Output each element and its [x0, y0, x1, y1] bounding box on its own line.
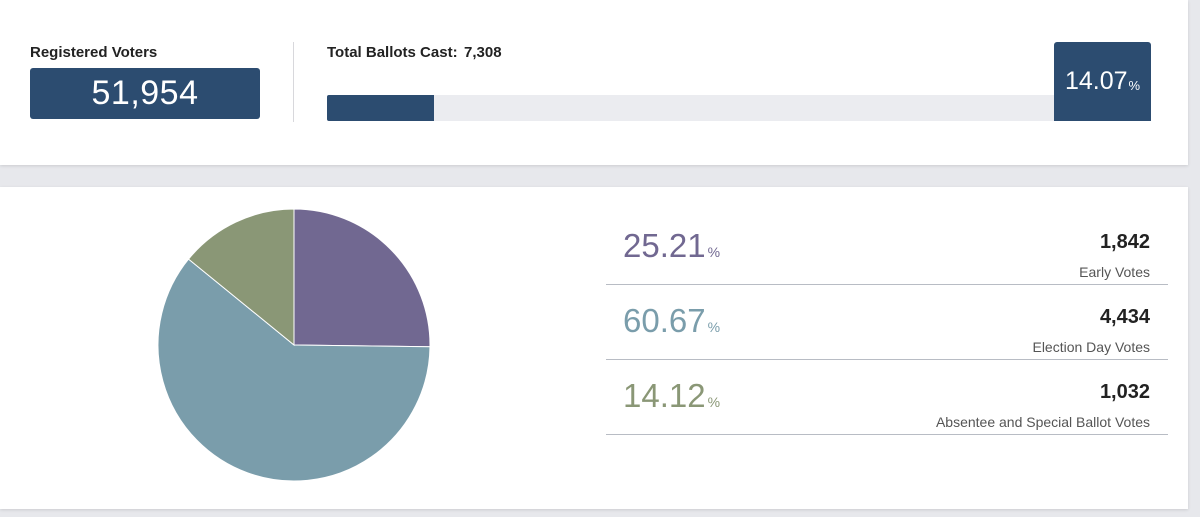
registered-voters-label: Registered Voters	[30, 44, 158, 61]
vote-type-pie-chart	[157, 208, 431, 482]
election-day-votes-percent-value: 60.67	[623, 302, 706, 339]
election-day-votes-percent: 60.67%	[623, 302, 720, 340]
pie-slice-early-votes	[293, 208, 431, 348]
absentee-votes-label: Absentee and Special Ballot Votes	[935, 414, 1150, 430]
election-day-votes-count: 4,434	[1099, 306, 1150, 328]
early-votes-percent-value: 25.21	[623, 227, 706, 264]
total-ballots-label: Total Ballots Cast:	[327, 44, 458, 61]
registered-voters-value: 51,954	[30, 68, 260, 119]
absentee-votes-percent: 14.12%	[623, 377, 720, 415]
early-votes-label: Early Votes	[1079, 264, 1150, 280]
absentee-votes-percent-value: 14.12	[623, 377, 706, 414]
breakdown-row-absentee: 14.12% 1,032 Absentee and Special Ballot…	[606, 359, 1168, 435]
turnout-summary-card: Registered Voters 51,954 Total Ballots C…	[0, 0, 1188, 165]
turnout-percent-value: 14.07	[1064, 67, 1128, 95]
early-votes-percent-unit: %	[707, 244, 721, 260]
pie-slice-election-day-votes	[157, 258, 431, 482]
turnout-percent-badge: 14.07%	[1054, 42, 1151, 121]
total-ballots-value: 7,308	[464, 44, 502, 61]
election-day-votes-percent-unit: %	[707, 319, 721, 335]
breakdown-row-early: 25.21% 1,842 Early Votes	[606, 209, 1168, 285]
turnout-percent-unit: %	[1128, 78, 1141, 93]
turnout-progress-fill	[327, 95, 434, 121]
early-votes-count: 1,842	[1099, 231, 1150, 253]
early-votes-percent: 25.21%	[623, 227, 720, 265]
absentee-votes-count: 1,032	[1099, 381, 1150, 403]
election-day-votes-label: Election Day Votes	[1032, 339, 1150, 355]
absentee-votes-percent-unit: %	[707, 394, 721, 410]
pie-slice-absentee-votes	[187, 208, 295, 347]
breakdown-row-election-day: 60.67% 4,434 Election Day Votes	[606, 284, 1168, 360]
summary-divider	[293, 42, 294, 122]
turnout-progress-bar	[327, 95, 1087, 121]
